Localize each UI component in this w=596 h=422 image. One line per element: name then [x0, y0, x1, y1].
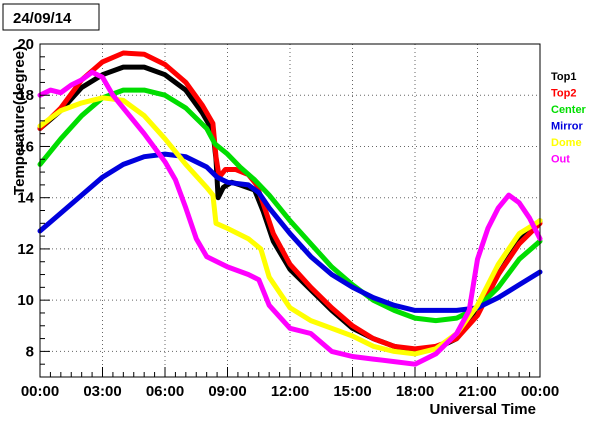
y-tick-label: 18 [17, 87, 34, 104]
grid [40, 44, 540, 377]
y-tick-labels: 8 10 12 14 16 18 20 [17, 36, 34, 360]
series-line-out [37, 69, 543, 367]
x-tick-label: 03:00 [83, 383, 121, 400]
x-axis-title: Universal Time [430, 401, 536, 418]
legend-entry-out: Out [551, 154, 570, 166]
series-line-center [37, 87, 543, 324]
series-line-mirror [37, 151, 543, 313]
legend-entry-top1: Top1 [551, 71, 576, 83]
legend-entry-top2: Top2 [551, 88, 576, 100]
y-tick-label: 16 [17, 138, 34, 155]
x-tick-label: 09:00 [208, 383, 246, 400]
x-tick-label: 06:00 [146, 383, 184, 400]
y-tick-label: 8 [26, 343, 34, 360]
x-tick-label: 00:00 [521, 383, 559, 400]
y-tick-label: 14 [17, 190, 34, 207]
title-box: 24/09/14 [2, 3, 100, 31]
x-tick-label: 15:00 [333, 383, 371, 400]
axis-ticks [39, 43, 541, 378]
y-tick-label: 10 [17, 292, 34, 309]
legend-entry-center: Center [551, 104, 587, 116]
legend-entry-mirror: Mirror [551, 121, 584, 133]
x-tick-label: 12:00 [271, 383, 309, 400]
title-box-frame [2, 3, 100, 31]
x-tick-label: 00:00 [21, 383, 59, 400]
y-tick-label: 20 [17, 36, 34, 53]
legend-entry-dome: Dome [551, 137, 582, 149]
series-layer [37, 50, 543, 367]
legend: Top1 Top2 Center Mirror Dome Out [551, 71, 587, 166]
y-axis-title: Temperature(degree) [11, 46, 28, 195]
x-tick-labels: 00:00 03:00 06:00 09:00 12:00 15:00 18:00 21:00… [21, 383, 559, 400]
y-tick-label: 12 [17, 241, 34, 258]
x-tick-label: 18:00 [396, 383, 434, 400]
x-tick-label: 21:00 [458, 383, 496, 400]
chart-title: 24/09/14 [13, 10, 72, 27]
